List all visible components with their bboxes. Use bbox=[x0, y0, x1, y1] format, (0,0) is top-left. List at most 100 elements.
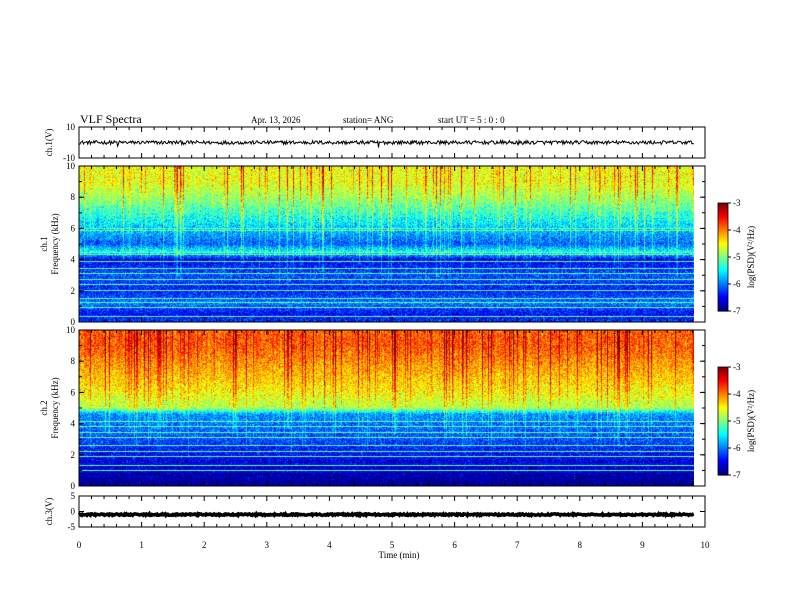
colorbar-segment bbox=[718, 230, 728, 233]
colorbar-segment bbox=[718, 392, 728, 395]
x-axis-label: Time (min) bbox=[379, 550, 420, 560]
colorbar-segment bbox=[718, 368, 728, 372]
colorbar-segment bbox=[718, 222, 728, 226]
x-tick-label: 4 bbox=[327, 540, 332, 550]
x-tick-label: 3 bbox=[265, 540, 270, 550]
date-label: Apr. 13, 2026 bbox=[251, 115, 301, 125]
colorbar-segment bbox=[718, 255, 728, 258]
colorbar-segment bbox=[718, 417, 728, 420]
colorbar-segment bbox=[718, 413, 728, 417]
colorbar-segment bbox=[718, 260, 728, 263]
y-tick-label: 8 bbox=[71, 356, 76, 366]
colorbar-segment bbox=[718, 305, 728, 308]
colorbar-segment bbox=[718, 300, 728, 303]
colorbar-segment bbox=[718, 451, 728, 454]
y-tick-label: 2 bbox=[71, 450, 76, 460]
colorbar-segment bbox=[718, 224, 728, 227]
colorbar-segment bbox=[718, 269, 728, 272]
colorbar-segment bbox=[718, 469, 728, 472]
colorbar-segment bbox=[718, 302, 728, 305]
colorbar-segment bbox=[718, 206, 728, 209]
colorbar-segment bbox=[718, 273, 728, 276]
y-tick-label: -10 bbox=[63, 153, 75, 163]
colorbar-segment bbox=[718, 444, 728, 447]
colorbar-segment bbox=[718, 377, 728, 381]
colorbar-segment bbox=[718, 442, 728, 445]
y-tick-label: 0 bbox=[71, 481, 76, 491]
colorbar-segment bbox=[718, 257, 728, 260]
colorbar-segment bbox=[718, 251, 728, 254]
colorbar-segment bbox=[718, 388, 728, 391]
colorbar-label: log(PSD)(V²/Hz) bbox=[746, 390, 756, 452]
colorbar-segment bbox=[718, 394, 728, 397]
colorbar-segment bbox=[718, 370, 728, 373]
colorbar-segment bbox=[718, 204, 728, 208]
colorbar-segment bbox=[718, 284, 728, 287]
x-tick-label: 7 bbox=[515, 540, 520, 550]
colorbar-segment bbox=[718, 419, 728, 422]
colorbar-segment bbox=[718, 203, 728, 206]
colorbar-segment bbox=[718, 390, 728, 393]
colorbar-segment bbox=[718, 386, 728, 390]
colorbar-segment bbox=[718, 448, 728, 451]
colorbar-segment bbox=[718, 462, 728, 465]
colorbar-segment bbox=[718, 210, 728, 213]
spectrogram-image bbox=[79, 330, 694, 486]
colorbar-segment bbox=[718, 208, 728, 211]
colorbar-segment bbox=[718, 421, 728, 424]
colorbar-segment bbox=[718, 215, 728, 218]
colorbar-segment bbox=[718, 372, 728, 375]
colorbar-segment bbox=[718, 231, 728, 235]
colorbar-segment bbox=[718, 439, 728, 442]
colorbar-segment bbox=[718, 399, 728, 402]
colorbar-segment bbox=[718, 309, 728, 312]
colorbar-segment bbox=[718, 431, 728, 435]
colorbar-segment bbox=[718, 473, 728, 476]
colorbar-tick-label: -6 bbox=[733, 443, 741, 453]
colorbar-segment bbox=[718, 233, 728, 236]
colorbar: -3 -4 -5 -6 -7 log(PSD)(V²/Hz) bbox=[717, 198, 756, 316]
colorbar-segment bbox=[718, 307, 728, 310]
x-tick-label: 6 bbox=[452, 540, 457, 550]
spectrogram-image bbox=[79, 166, 694, 322]
colorbar-segment bbox=[718, 264, 728, 267]
colorbar-segment bbox=[718, 212, 728, 215]
y-axis-label: ch.1Frequency (kHz) bbox=[39, 213, 60, 274]
x-tick-label: 5 bbox=[390, 540, 395, 550]
y-tick-label: 6 bbox=[71, 223, 76, 233]
colorbar-segment bbox=[718, 435, 728, 438]
colorbar-segment bbox=[718, 246, 728, 249]
colorbar-segment bbox=[718, 293, 728, 296]
y-tick-label: 10 bbox=[66, 122, 76, 132]
colorbar-segment bbox=[718, 262, 728, 265]
y-tick-label: 2 bbox=[71, 286, 76, 296]
colorbar-segment bbox=[718, 440, 728, 444]
colorbar-segment bbox=[718, 406, 728, 409]
colorbar-segment bbox=[718, 374, 728, 377]
colorbar-tick-label: -4 bbox=[733, 389, 741, 399]
y-tick-label: 0 bbox=[71, 507, 76, 517]
colorbar-segment bbox=[718, 430, 728, 433]
y-tick-label: 10 bbox=[66, 325, 76, 335]
colorbar-segment bbox=[718, 437, 728, 440]
colorbar-segment bbox=[718, 217, 728, 220]
y-tick-label: 8 bbox=[71, 192, 76, 202]
colorbar-tick-label: -5 bbox=[733, 416, 741, 426]
colorbar-segment bbox=[718, 367, 728, 370]
colorbar-segment bbox=[718, 244, 728, 247]
colorbar-segment bbox=[718, 219, 728, 222]
y-axis-label: ch.2Frequency (kHz) bbox=[39, 377, 60, 438]
colorbar-segment bbox=[718, 289, 728, 292]
colorbar-segment bbox=[718, 460, 728, 463]
colorbar-segment bbox=[718, 258, 728, 262]
colorbar-tick-label: -3 bbox=[733, 362, 741, 372]
colorbar-segment bbox=[718, 383, 728, 386]
station-label: station= ANG bbox=[343, 115, 394, 125]
waveform-trace bbox=[77, 510, 695, 519]
y-tick-label: 4 bbox=[71, 419, 76, 429]
colorbar-segment bbox=[718, 426, 728, 429]
colorbar-segment bbox=[718, 449, 728, 453]
colorbar-segment bbox=[718, 303, 728, 307]
panel-frame bbox=[78, 495, 706, 528]
